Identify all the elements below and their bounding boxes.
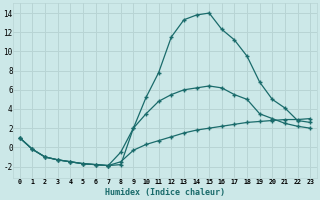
- X-axis label: Humidex (Indice chaleur): Humidex (Indice chaleur): [105, 188, 225, 197]
